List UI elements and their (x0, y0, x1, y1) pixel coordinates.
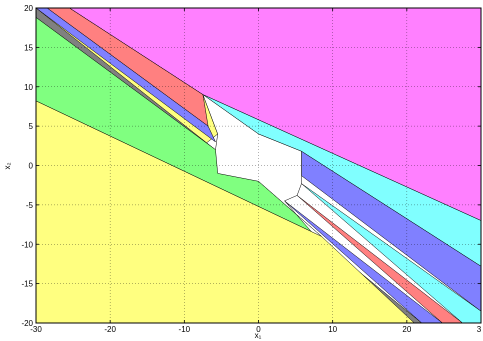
x-tick-label: -10 (179, 325, 191, 334)
x-tick-label: 20 (402, 325, 411, 334)
y-tick-label: 15 (24, 43, 33, 52)
region-12 (202, 94, 322, 237)
y-tick-label: -5 (26, 201, 34, 210)
y-tick-label: 0 (29, 162, 34, 171)
y-tick-label: 10 (24, 83, 33, 92)
regions-layer (35, 7, 482, 324)
y-tick-label: 5 (29, 122, 34, 131)
x-tick-label: 0 (256, 325, 261, 334)
x-tick-label: -30 (30, 325, 42, 334)
x-tick-label: 3 (477, 325, 482, 334)
x-axis-label: x₁ (255, 331, 262, 340)
y-tick-labels: -20 -15 -10 -5 0 5 10 15 20 (21, 4, 481, 328)
x-tick-labels: -30 -20 -10 0 10 20 3 (30, 8, 482, 334)
x-tick-label: -20 (104, 325, 116, 334)
y-tick-label: 20 (24, 4, 33, 13)
y-axis-label: x₂ (3, 162, 12, 169)
y-tick-label: -10 (21, 240, 33, 249)
y-tick-label: -20 (21, 319, 33, 328)
x-tick-label: 10 (328, 325, 337, 334)
y-tick-label: -15 (21, 280, 33, 289)
